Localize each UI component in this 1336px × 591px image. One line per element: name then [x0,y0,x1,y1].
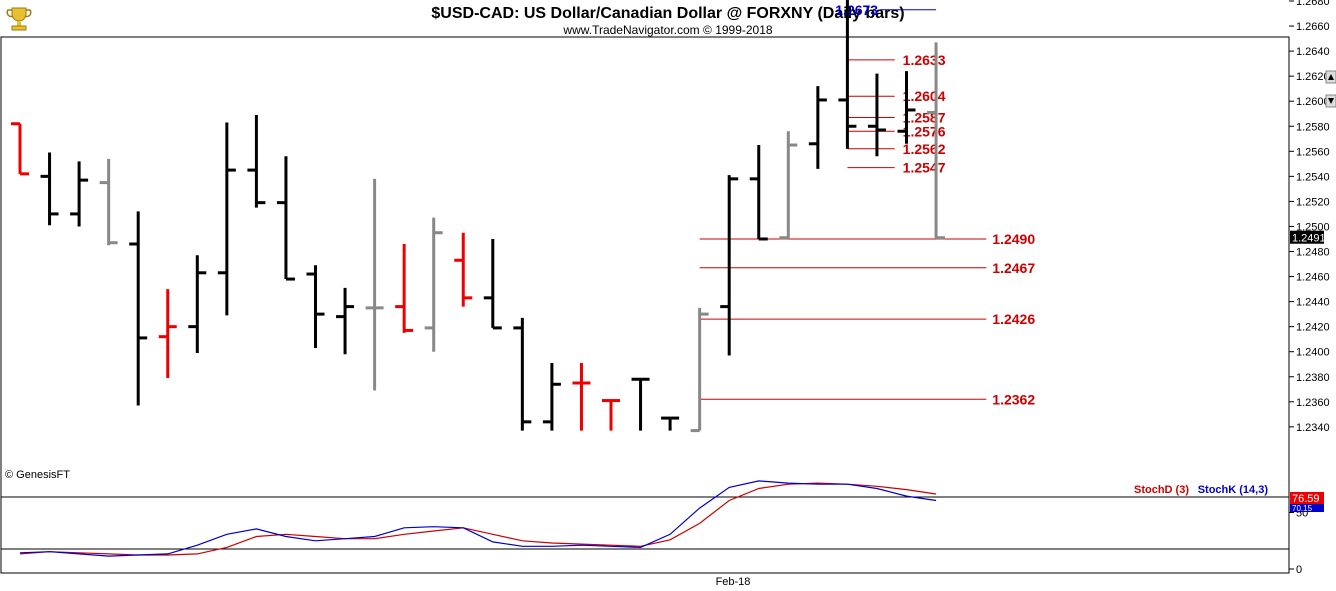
level-label: 1.2633 [903,52,946,68]
last-price-box [1290,230,1324,244]
arrow-down-icon [1328,98,1334,104]
price-tick-label: 1.2540 [1296,171,1330,183]
price-bar [927,42,946,240]
watermark: © GenesisFT [5,469,70,481]
price-bar [867,73,886,157]
price-bar [99,158,118,246]
price-bar [690,307,709,433]
price-bar [483,238,502,330]
price-bar [306,265,325,348]
price-axis: 1.2340 1.2360 1.2380 1.2400 1.2420 1.2440 1.24… [1289,0,1330,434]
x-axis-label: Feb-18 [716,576,751,588]
level-label: 1.2426 [992,311,1035,327]
price-bar [158,289,177,379]
price-bar [365,178,384,391]
price-bar [11,122,29,176]
price-tick-label: 1.2580 [1296,121,1330,133]
arrow-up-icon [1328,74,1334,80]
stoch-tick-label: 0 [1296,564,1302,576]
price-tick-label: 1.2420 [1296,322,1330,334]
price-tick-label: 1.2500 [1296,221,1330,233]
level-label: 1.2604 [903,88,946,104]
price-tick-label: 1.2400 [1296,347,1330,359]
price-bar [247,114,266,208]
stochd-value-label: 76.59 [1292,493,1320,505]
price-bar [454,232,473,307]
price-bar [40,152,59,226]
price-bar [395,243,414,333]
price-tick-label: 1.2380 [1296,372,1330,384]
stochk-value-box [1290,504,1324,512]
level-label: 1.2547 [903,160,946,176]
price-tick-label: 1.2440 [1296,297,1330,309]
level-label: 1.2467 [992,260,1035,276]
price-bar [749,145,768,241]
price-panel [0,36,1290,498]
price-tick-label: 1.2480 [1296,247,1330,259]
price-tick-label: 1.2620 [1296,71,1330,83]
price-bar [897,71,916,144]
price-bar [779,131,798,240]
price-bar [276,156,295,281]
stochd-value-box [1290,492,1324,504]
price-tick-label: 1.2340 [1296,422,1330,434]
price-bar [129,211,148,406]
trophy-icon [3,3,35,33]
price-tick-label: 1.2560 [1296,146,1330,158]
price-bar [513,317,532,431]
last-price-label: 1.2491 [1292,233,1326,245]
price-tick-label: 1.2460 [1296,272,1330,284]
price-tick-label: 1.2660 [1296,21,1330,33]
price-bar [602,399,620,431]
price-bar [631,377,650,431]
scroll-down-button[interactable] [1325,94,1336,108]
price-bars [11,0,946,433]
stochd-legend: StochD (3) [1134,484,1189,496]
price-bar [838,0,857,149]
stoch-series-line [19,482,937,556]
level-label: 1.2673 [835,2,878,18]
price-bar [336,287,355,355]
stoch-series-line [19,480,937,557]
level-label: 1.2576 [903,123,946,139]
level-label: 1.2490 [992,231,1035,247]
price-tick-label: 1.2640 [1296,46,1330,58]
price-bar [188,255,207,353]
level-label: 1.2562 [903,141,946,157]
price-tick-label: 1.2520 [1296,196,1330,208]
stochk-legend: StochK (14,3) [1198,484,1269,496]
price-bar [572,362,591,431]
price-tick-label: 1.2600 [1296,96,1330,108]
level-label: 1.2362 [992,391,1035,407]
chart-subtitle: www.TradeNavigator.com © 1999-2018 [562,23,772,37]
price-bar [542,362,561,431]
stochk-value-label: 70.15 [1292,504,1313,513]
price-bar [424,217,443,352]
price-bar [808,86,827,169]
scroll-up-button[interactable] [1325,70,1336,84]
stochastic-panel [0,496,1290,574]
price-bar [720,175,739,356]
price-bar [70,161,89,227]
price-tick-label: 1.2360 [1296,397,1330,409]
price-tick-label: 1.2680 [1296,0,1330,8]
price-bar [217,122,236,316]
chart-title: $USD-CAD: US Dollar/Canadian Dollar @ FO… [431,5,904,22]
price-bar [661,416,680,431]
